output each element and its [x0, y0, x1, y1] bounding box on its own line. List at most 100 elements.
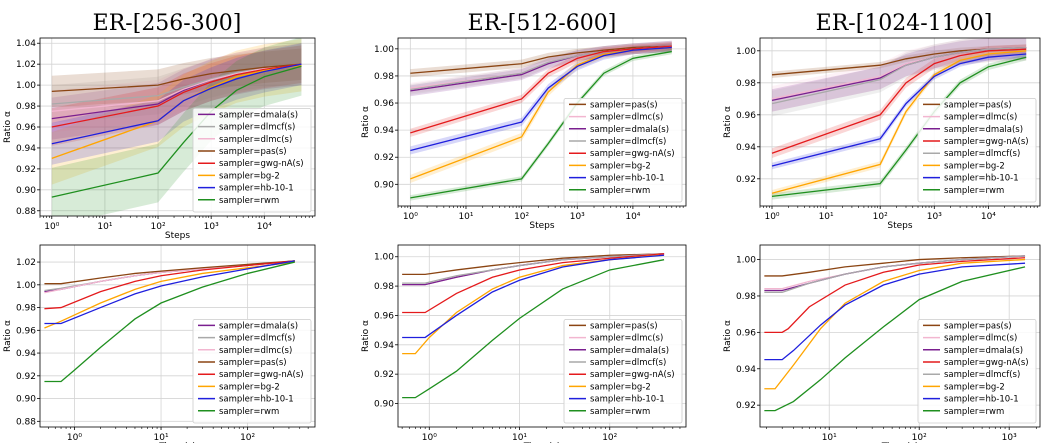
chart-panel-4: 0.88 0.90 0.92 0.94 0.96 0.98 1.00 1.02 10⁰ 10¹ 10… [3, 244, 316, 443]
series-line [764, 255, 1026, 293]
x-tick-label: 10² [240, 433, 255, 443]
series-line [44, 260, 295, 285]
y-tick-label: 0.92 [374, 153, 394, 163]
x-tick-label: 10² [912, 433, 927, 443]
legend-box [917, 98, 1037, 203]
y-axis-label: Ratio α [723, 320, 733, 352]
x-tick-label: 10² [602, 433, 617, 443]
plot-area [764, 255, 1026, 412]
legend-entry: sampler=dlmcf(s) [219, 334, 295, 344]
plot-area [51, 38, 302, 216]
legend-entry: sampler=dlmcf(s) [590, 358, 666, 368]
x-tick-label: 10⁰ [403, 212, 418, 222]
series-line [51, 63, 302, 128]
y-tick-label: 1.02 [16, 60, 36, 70]
chart-panel-5: 0.900.920.940.960.981.0010⁰10¹10²Time (s… [361, 244, 687, 443]
legend-box [192, 318, 312, 424]
x-axis-label: Steps [165, 231, 190, 241]
legend-entry: sampler=bg-2 [590, 382, 651, 392]
series-line [402, 253, 665, 314]
legend: sampler=dmala(s) sampler=dlmcf(s) sampler=… [192, 318, 312, 424]
legend-entry: sampler=gwg-nA(s) [944, 137, 1029, 147]
legend-entry: sampler=rwm [944, 186, 1004, 196]
y-tick-label: 1.00 [16, 81, 36, 91]
confidence-band [772, 38, 1027, 117]
x-tick-label: 10³ [927, 212, 942, 222]
legend-entry: sampler=dlmc(s) [590, 113, 663, 123]
y-tick-label: 0.88 [16, 417, 36, 427]
plot-area [44, 260, 295, 383]
legend-entry: sampler=gwg-nA(s) [219, 370, 304, 380]
title-er-512-600: ER-[512-600] [468, 11, 617, 36]
legend-entry: sampler=hb-10-1 [944, 395, 1019, 405]
legend-entry: sampler=dlmcf(s) [944, 149, 1020, 159]
legend-entry: sampler=bg-2 [944, 382, 1005, 392]
x-tick-label: 10¹ [822, 433, 837, 443]
y-tick-label: 0.96 [736, 111, 756, 121]
series-line [44, 260, 295, 310]
y-tick-label: 0.92 [16, 165, 36, 175]
legend-entry: sampler=dmala(s) [219, 321, 298, 331]
legend-entry: sampler=hb-10-1 [590, 174, 665, 184]
y-tick-label: 1.00 [736, 256, 756, 266]
series-line [44, 260, 295, 294]
chart-panel-3: 0.92 0.94 0.96 0.98 1.00 10⁰ 10¹ 10² 10³ 10⁴ Steps… [723, 37, 1041, 231]
series-line [44, 260, 295, 292]
legend-entry: sampler=bg-2 [219, 382, 280, 392]
series-line [764, 257, 1026, 334]
x-tick-label: 10⁰ [422, 433, 437, 443]
legend-entry: sampler=dlmcf(s) [944, 370, 1020, 380]
y-tick-label: 0.94 [374, 126, 394, 136]
legend-entry: sampler=dmala(s) [590, 346, 669, 356]
series-line [402, 253, 665, 276]
legend-entry: sampler=pas(s) [219, 147, 287, 157]
y-tick-label: 1.02 [16, 258, 36, 268]
legend-entry: sampler=gwg-nA(s) [944, 358, 1029, 368]
series-line [771, 50, 1027, 194]
series-line [764, 258, 1026, 390]
legend-entry: sampler=gwg-nA(s) [590, 149, 675, 159]
series-line [764, 266, 1026, 412]
x-tick-label: 10⁰ [44, 222, 59, 232]
legend-entry: sampler=dmala(s) [590, 125, 669, 135]
legend-entry: sampler=bg-2 [219, 171, 280, 181]
plot-area [771, 38, 1027, 200]
legend-box [563, 318, 683, 424]
y-tick-label: 0.98 [736, 79, 756, 89]
legend-entry: sampler=pas(s) [944, 100, 1012, 110]
x-tick-label: 10⁴ [981, 212, 996, 222]
series-line [771, 53, 1027, 167]
series-line [410, 45, 672, 134]
series-line [410, 45, 672, 74]
series-line [51, 63, 302, 93]
legend: sampler=pas(s) sampler=dlmc(s) sampler=dma… [917, 318, 1037, 424]
y-tick-label: 0.94 [16, 349, 36, 359]
legend-entry: sampler=bg-2 [590, 161, 651, 171]
legend-entry: sampler=dlmc(s) [219, 346, 292, 356]
legend-entry: sampler=rwm [219, 196, 279, 206]
legend-entry: sampler=pas(s) [590, 321, 658, 331]
legend-entry: sampler=hb-10-1 [590, 395, 665, 405]
legend: sampler=dmala(s) sampler=dlmcf(s) sampler=… [192, 108, 312, 213]
y-tick-label: 0.98 [16, 304, 36, 314]
legend-entry: sampler=pas(s) [590, 100, 658, 110]
y-tick-label: 0.98 [16, 102, 36, 112]
y-tick-label: 0.98 [736, 292, 756, 302]
y-tick-label: 0.96 [16, 123, 36, 133]
x-axis-label: Steps [887, 221, 912, 231]
x-tick-label: 10¹ [512, 433, 527, 443]
series-line [764, 255, 1026, 277]
series-line [44, 260, 295, 325]
confidence-band [772, 50, 1027, 170]
legend-box [917, 318, 1037, 424]
axes-frame [759, 244, 1041, 428]
x-tick-label: 10³ [1002, 433, 1017, 443]
x-tick-label: 10³ [570, 212, 585, 222]
y-tick-label: 0.90 [16, 395, 36, 405]
x-tick-label: 10¹ [97, 222, 112, 232]
y-tick-label: 0.98 [374, 72, 394, 82]
y-tick-label: 0.94 [374, 341, 394, 351]
y-tick-label: 0.90 [374, 400, 394, 410]
legend: sampler=pas(s) sampler=dlmc(s) sampler=dma… [563, 318, 683, 424]
confidence-band [51, 45, 302, 123]
